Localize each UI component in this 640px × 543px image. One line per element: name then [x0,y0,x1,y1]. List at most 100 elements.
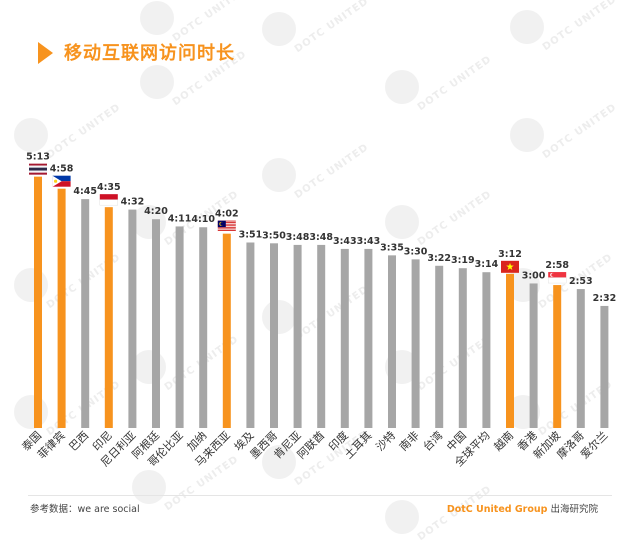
value-label: 4:10 [191,214,215,225]
watermark-logo [140,1,174,35]
category-label: 台湾 [420,428,445,453]
bar-24 [576,289,585,428]
watermark-logo [132,470,166,504]
bar-10 [246,242,255,428]
bar-6 [152,219,160,428]
watermark-logo [14,268,48,302]
value-label: 3:48 [286,232,310,243]
bar-19 [458,268,467,428]
category-label: 土耳其 [342,429,375,462]
flag-stripe [29,163,47,166]
brand-suffix: 出海研究院 [547,504,598,515]
footer-divider [28,495,612,496]
value-label: 3:30 [404,246,428,257]
value-label: 3:00 [522,270,546,281]
flag-stripe [217,226,236,228]
bar-20 [482,272,491,428]
category-label: 巴西 [67,429,92,454]
bar-9 [222,233,231,428]
bar-4 [104,207,113,428]
flag-stripe [217,220,236,222]
watermark-logo [14,395,48,429]
flag-stripe [99,199,119,206]
watermark-logo [262,300,296,334]
value-label: 4:58 [50,164,74,175]
watermark-logo [132,205,166,239]
bar-5 [128,209,137,428]
bar-14 [340,248,349,428]
watermark-logo [510,118,544,152]
bar-12 [293,244,302,428]
value-label: 3:51 [239,230,263,241]
value-label: 3:14 [475,259,499,270]
flag-stripe [217,223,236,225]
value-label: 3:50 [262,230,286,241]
flag-stripe [548,272,567,278]
bar-21 [506,273,514,428]
watermark-logo [385,500,419,534]
value-label: 4:02 [215,209,239,220]
value-label: 2:53 [569,276,593,287]
bar-3 [81,199,90,428]
watermark-logo [510,10,544,44]
flag-stripe [217,230,236,232]
title-arrow-icon [38,42,53,64]
watermark-logo [385,70,419,104]
value-label: 3:35 [380,242,404,253]
indonesia-flag-icon [99,194,119,206]
bar-7 [175,226,184,428]
flag-crescent-cut [220,222,224,226]
watermark-logo [262,445,296,479]
value-label: 4:45 [73,186,97,197]
flag-stripe [217,230,236,232]
value-label: 4:20 [144,206,168,217]
value-label: 3:12 [498,249,522,260]
flag-stripe [217,228,236,230]
bar-22 [529,283,538,428]
vietnam-flag-icon [501,260,519,273]
category-label: 菲律宾 [34,428,67,461]
value-label: 4:35 [97,182,121,193]
watermark-logo [132,350,166,384]
flag-stripe [217,226,236,227]
bar-15 [364,248,373,428]
flag-stripe [52,175,71,182]
watermark-logo [14,118,48,152]
singapore-flag-icon [548,272,567,284]
bar-17 [411,259,420,428]
flag-stripe [29,167,47,171]
category-label: 爱尔兰 [578,429,611,462]
flag-sun [54,179,58,183]
flag-stripe [29,170,47,173]
bar-25 [600,305,609,428]
flag-stripe [52,181,71,187]
value-label: 3:48 [309,232,333,243]
category-label: 南非 [397,429,422,454]
flag-stripe [217,223,236,224]
value-label: 2:32 [593,293,617,304]
flag-stripe [217,229,236,231]
flag-stripe [217,224,236,226]
flag-stripe [29,165,47,168]
value-label: 3:22 [427,253,451,264]
value-label: 2:58 [545,260,569,271]
flag-stripe [29,172,47,175]
flag-stripe [99,194,118,200]
flag-crescent-cut [551,273,555,277]
bar-1 [34,176,42,428]
watermark-logo [385,205,419,239]
flag-stripe [217,227,236,229]
value-label: 3:43 [333,236,357,247]
flag-stripe [217,221,236,223]
brand-credit: DotC United Group 出海研究院 [447,503,598,517]
philippines-flag-icon [52,175,71,187]
watermark-logo [140,65,174,99]
bar-2 [57,188,66,428]
bar-18 [435,265,444,428]
bar-13 [317,244,326,428]
value-label: 5:13 [26,152,50,163]
bar-16 [388,255,396,428]
flag-stripe [217,222,236,224]
flag-stripe [548,277,567,284]
